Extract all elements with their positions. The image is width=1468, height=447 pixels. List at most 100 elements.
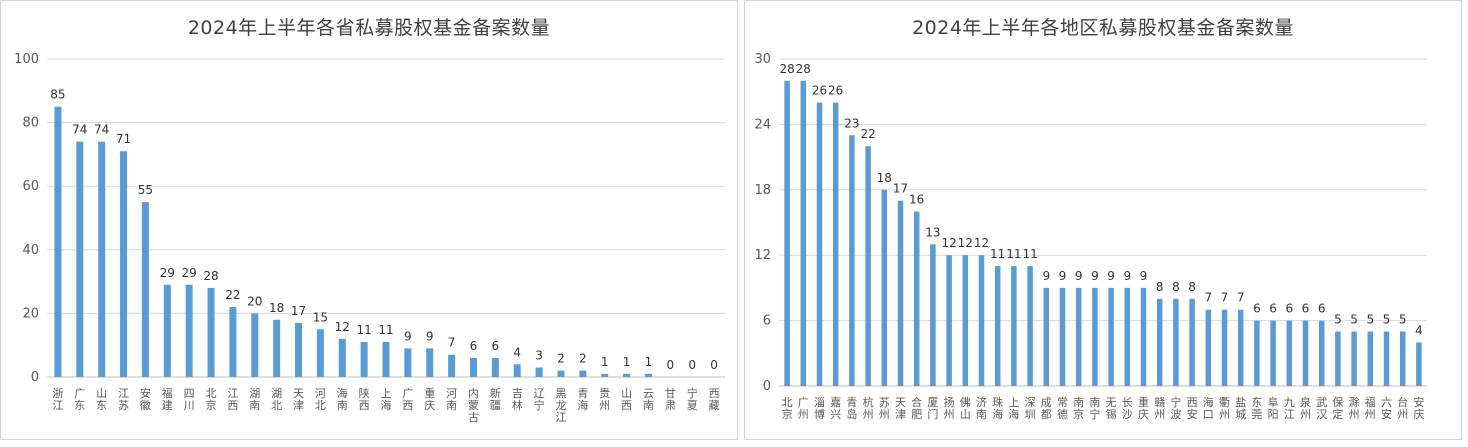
data-label: 9 <box>426 329 434 343</box>
bar <box>469 357 477 377</box>
data-label: 11 <box>378 323 393 337</box>
category-label: 深圳 <box>1025 396 1036 421</box>
data-label: 2 <box>557 352 565 366</box>
data-label: 7 <box>1204 291 1212 305</box>
category-label: 南宁 <box>1089 396 1100 421</box>
category-label: 云南 <box>643 387 654 412</box>
y-tick-label: 0 <box>763 379 771 394</box>
bar <box>1351 331 1357 386</box>
data-label: 8 <box>1188 280 1196 294</box>
category-label: 赣州 <box>1154 395 1165 421</box>
bar <box>978 255 985 386</box>
data-label: 16 <box>909 193 924 207</box>
bar <box>251 313 259 377</box>
category-label: 泉州 <box>1300 395 1311 421</box>
bar <box>1027 266 1033 386</box>
bar <box>207 287 215 377</box>
data-label: 5 <box>1366 313 1374 327</box>
category-label: 浙江 <box>52 387 63 412</box>
data-label: 12 <box>974 236 989 250</box>
data-label: 3 <box>535 348 543 362</box>
bar <box>1011 266 1017 386</box>
category-label: 武汉 <box>1316 396 1327 421</box>
data-label: 6 <box>1269 302 1277 316</box>
data-label: 4 <box>1415 323 1423 337</box>
bar <box>994 266 1001 386</box>
y-tick-label: 6 <box>763 314 771 329</box>
bar <box>1367 331 1374 386</box>
category-label: 保定 <box>1332 395 1343 421</box>
data-label: 17 <box>893 182 908 196</box>
category-label: 苏州 <box>879 396 890 421</box>
category-label: 北京 <box>782 396 793 421</box>
y-tick-label: 18 <box>754 183 771 198</box>
bar <box>1075 287 1082 386</box>
data-label: 6 <box>1302 302 1310 316</box>
y-tick-label: 80 <box>22 116 39 131</box>
category-label: 合肥 <box>911 395 922 421</box>
bar <box>1237 309 1244 386</box>
bar <box>623 373 631 377</box>
bar <box>229 307 237 377</box>
bar <box>1108 287 1114 386</box>
category-label: 山东 <box>96 387 107 412</box>
bar <box>1399 331 1406 386</box>
category-label: 九江 <box>1284 396 1295 421</box>
category-label: 上海 <box>1008 396 1019 421</box>
data-label: 18 <box>269 301 284 315</box>
data-label: 5 <box>1383 313 1391 327</box>
data-label: 9 <box>1107 269 1115 283</box>
category-label: 衢州 <box>1219 396 1230 421</box>
bar <box>1221 309 1228 386</box>
bar <box>601 373 609 377</box>
category-label: 甘肃 <box>665 387 676 412</box>
data-label: 6 <box>1253 302 1261 316</box>
data-label: 85 <box>50 88 65 102</box>
data-label: 22 <box>860 127 875 141</box>
category-label: 安庆 <box>1413 395 1424 421</box>
bar <box>448 354 456 377</box>
category-label: 杭州 <box>863 395 874 421</box>
bar <box>1254 320 1260 386</box>
category-label: 北京 <box>206 387 217 412</box>
y-tick-label: 40 <box>22 243 39 258</box>
bar <box>784 80 790 387</box>
data-label: 4 <box>513 345 521 359</box>
category-label: 台州 <box>1397 395 1408 421</box>
bar <box>535 367 543 377</box>
data-label: 5 <box>1350 313 1358 327</box>
category-label: 西藏 <box>709 387 720 412</box>
data-label: 15 <box>313 310 328 324</box>
bar-chart-provinces: 02040608010085浙江74广东74山东71江苏55安徽29福建29四川… <box>14 52 725 424</box>
data-label: 12 <box>958 236 973 250</box>
data-label: 12 <box>335 320 350 334</box>
category-label: 海南 <box>337 386 348 412</box>
bar <box>1059 287 1066 386</box>
bar <box>360 342 368 377</box>
category-label: 天津 <box>895 396 906 421</box>
bar <box>1156 298 1163 386</box>
chart-title: 2024年上半年各地区私募股权基金备案数量 <box>912 17 1294 39</box>
data-label: 1 <box>601 355 609 369</box>
category-label: 辽宁 <box>534 387 545 412</box>
bar <box>1189 298 1195 386</box>
bar <box>1173 298 1179 386</box>
data-label: 5 <box>1334 313 1342 327</box>
bar <box>382 342 390 377</box>
y-tick-label: 12 <box>754 248 771 263</box>
data-label: 2 <box>579 352 587 366</box>
y-tick-label: 30 <box>754 52 771 67</box>
data-label: 74 <box>94 123 109 137</box>
category-label: 福州 <box>1365 395 1376 421</box>
data-label: 7 <box>448 336 456 350</box>
y-tick-label: 20 <box>22 306 39 321</box>
bar <box>897 200 904 386</box>
data-label: 5 <box>1399 313 1407 327</box>
category-label: 阜阳 <box>1268 396 1279 421</box>
data-label: 28 <box>779 62 794 76</box>
category-label: 佛山 <box>960 396 971 421</box>
category-label: 黑龙江 <box>555 387 566 424</box>
category-label: 济南 <box>976 395 987 421</box>
bar <box>404 348 412 377</box>
category-label: 嘉兴 <box>830 395 841 421</box>
